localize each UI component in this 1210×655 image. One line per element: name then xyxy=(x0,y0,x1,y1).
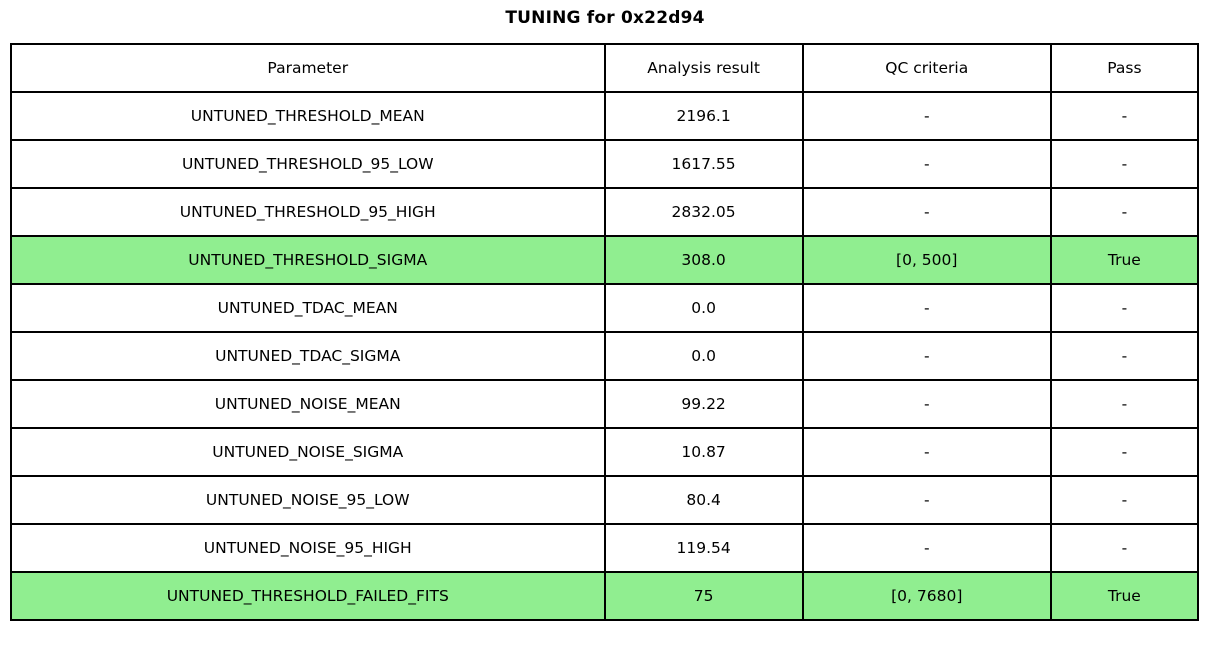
cell-parameter: UNTUNED_TDAC_SIGMA xyxy=(10,331,606,381)
cell-parameter: UNTUNED_THRESHOLD_95_LOW xyxy=(10,139,606,189)
cell-analysis-result: 0.0 xyxy=(603,331,804,381)
cell-parameter: UNTUNED_NOISE_MEAN xyxy=(10,379,606,429)
table-row: UNTUNED_THRESHOLD_MEAN 2196.1- - xyxy=(10,91,1200,141)
cell-qc-criteria: - xyxy=(801,475,1052,525)
cell-pass: - xyxy=(1049,283,1200,333)
cell-qc-criteria: - xyxy=(801,427,1052,477)
cell-pass: True xyxy=(1049,571,1200,621)
cell-analysis-result: 0.0 xyxy=(603,283,804,333)
cell-pass: - xyxy=(1049,91,1200,141)
table-row: UNTUNED_THRESHOLD_95_HIGH 2832.05- - xyxy=(10,187,1200,237)
cell-pass: - xyxy=(1049,475,1200,525)
table-row: UNTUNED_TDAC_SIGMA 0.0- - xyxy=(10,331,1200,381)
column-header-pass: Pass xyxy=(1049,43,1200,93)
cell-analysis-result: 2196.1 xyxy=(603,91,804,141)
cell-qc-criteria: - xyxy=(801,139,1052,189)
page-title: TUNING for 0x22d94 xyxy=(505,8,705,28)
column-header-qc-criteria: QC criteria xyxy=(801,43,1052,93)
cell-pass: True xyxy=(1049,235,1200,285)
cell-qc-criteria: - xyxy=(801,283,1052,333)
table-row: UNTUNED_NOISE_MEAN 99.22- - xyxy=(10,379,1200,429)
cell-parameter: UNTUNED_NOISE_95_HIGH xyxy=(10,523,606,573)
cell-analysis-result: 80.4 xyxy=(603,475,804,525)
cell-qc-criteria: - xyxy=(801,91,1052,141)
table-row: UNTUNED_THRESHOLD_95_LOW 1617.55- - xyxy=(10,139,1200,189)
cell-analysis-result: 119.54 xyxy=(603,523,804,573)
cell-analysis-result: 1617.55 xyxy=(603,139,804,189)
cell-qc-criteria: [0, 500] xyxy=(801,235,1052,285)
qc-results-table: Parameter Analysis result QC criteria Pa… xyxy=(10,43,1200,621)
cell-parameter: UNTUNED_NOISE_95_LOW xyxy=(10,475,606,525)
cell-pass: - xyxy=(1049,187,1200,237)
table-row: UNTUNED_NOISE_95_HIGH 119.54- - xyxy=(10,523,1200,573)
cell-pass: - xyxy=(1049,379,1200,429)
column-header-analysis-result: Analysis result xyxy=(603,43,804,93)
table-row: UNTUNED_NOISE_95_LOW 80.4- - xyxy=(10,475,1200,525)
cell-pass: - xyxy=(1049,427,1200,477)
cell-analysis-result: 99.22 xyxy=(603,379,804,429)
column-header-parameter: Parameter xyxy=(10,43,606,93)
cell-pass: - xyxy=(1049,331,1200,381)
cell-pass: - xyxy=(1049,139,1200,189)
cell-parameter: UNTUNED_THRESHOLD_FAILED_FITS xyxy=(10,571,606,621)
table-body: UNTUNED_THRESHOLD_MEAN 2196.1- - UNTUNED_TH… xyxy=(10,91,1200,621)
cell-analysis-result: 2832.05 xyxy=(603,187,804,237)
cell-analysis-result: 75 xyxy=(603,571,804,621)
cell-qc-criteria: [0, 7680] xyxy=(801,571,1052,621)
cell-qc-criteria: - xyxy=(801,379,1052,429)
cell-parameter: UNTUNED_THRESHOLD_MEAN xyxy=(10,91,606,141)
cell-parameter: UNTUNED_THRESHOLD_95_HIGH xyxy=(10,187,606,237)
table-row: UNTUNED_THRESHOLD_FAILED_FITS 75 [0, 7680]… xyxy=(10,571,1200,621)
cell-parameter: UNTUNED_NOISE_SIGMA xyxy=(10,427,606,477)
table-row: UNTUNED_NOISE_SIGMA 10.87- - xyxy=(10,427,1200,477)
table-row: UNTUNED_THRESHOLD_SIGMA 308.0 [0, 500] True xyxy=(10,235,1200,285)
cell-analysis-result: 10.87 xyxy=(603,427,804,477)
cell-qc-criteria: - xyxy=(801,331,1052,381)
header-row: Parameter Analysis result QC criteria Pa… xyxy=(10,43,1200,93)
table-row: UNTUNED_TDAC_MEAN 0.0- - xyxy=(10,283,1200,333)
cell-parameter: UNTUNED_TDAC_MEAN xyxy=(10,283,606,333)
cell-qc-criteria: - xyxy=(801,187,1052,237)
cell-pass: - xyxy=(1049,523,1200,573)
cell-analysis-result: 308.0 xyxy=(603,235,804,285)
cell-parameter: UNTUNED_THRESHOLD_SIGMA xyxy=(10,235,606,285)
cell-qc-criteria: - xyxy=(801,523,1052,573)
